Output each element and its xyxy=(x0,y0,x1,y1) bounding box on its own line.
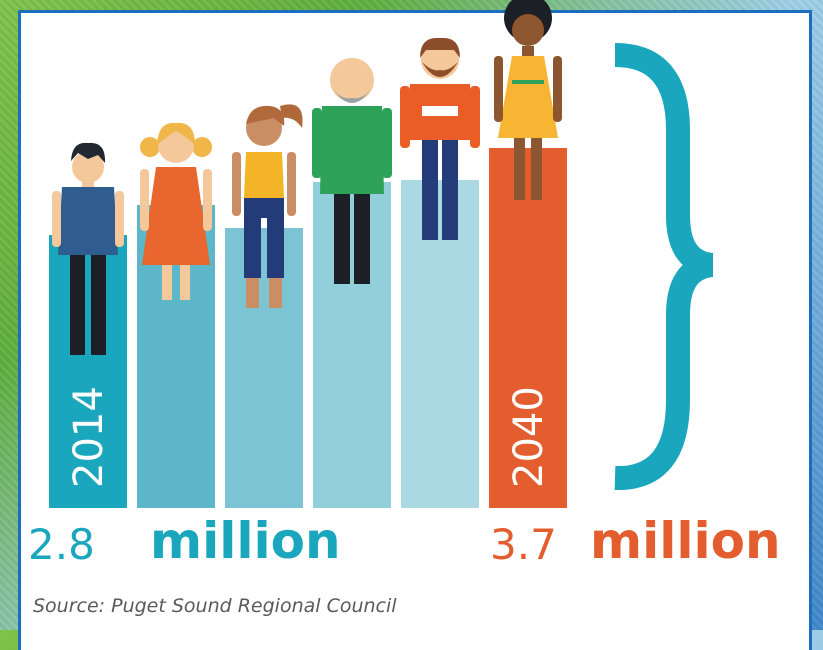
bar-5 xyxy=(489,148,567,508)
start-value: 2.8 xyxy=(28,520,95,569)
year-label-0: 2014 xyxy=(66,386,112,488)
population-chart: 2014 2040 xyxy=(49,0,714,508)
start-unit: million xyxy=(150,512,341,570)
bars-layer xyxy=(49,148,567,508)
bar-2 xyxy=(225,228,303,508)
year-label-5: 2040 xyxy=(506,386,552,488)
year-labels-layer: 2014 2040 xyxy=(66,386,552,488)
brace-icon xyxy=(614,43,714,491)
woman-icon xyxy=(232,104,303,308)
source-note: Source: Puget Sound Regional Council xyxy=(33,595,397,617)
people-layer xyxy=(52,0,562,355)
bar-0 xyxy=(49,235,127,508)
boy-icon xyxy=(52,142,124,355)
bearded-man-icon xyxy=(400,37,480,240)
end-value: 3.7 xyxy=(490,520,557,569)
bar-3 xyxy=(313,182,391,508)
woman-dress-icon xyxy=(494,0,562,200)
elder-man-icon xyxy=(312,58,392,284)
end-unit: million xyxy=(590,512,781,570)
bar-4 xyxy=(401,180,479,508)
girl-icon xyxy=(140,122,212,300)
